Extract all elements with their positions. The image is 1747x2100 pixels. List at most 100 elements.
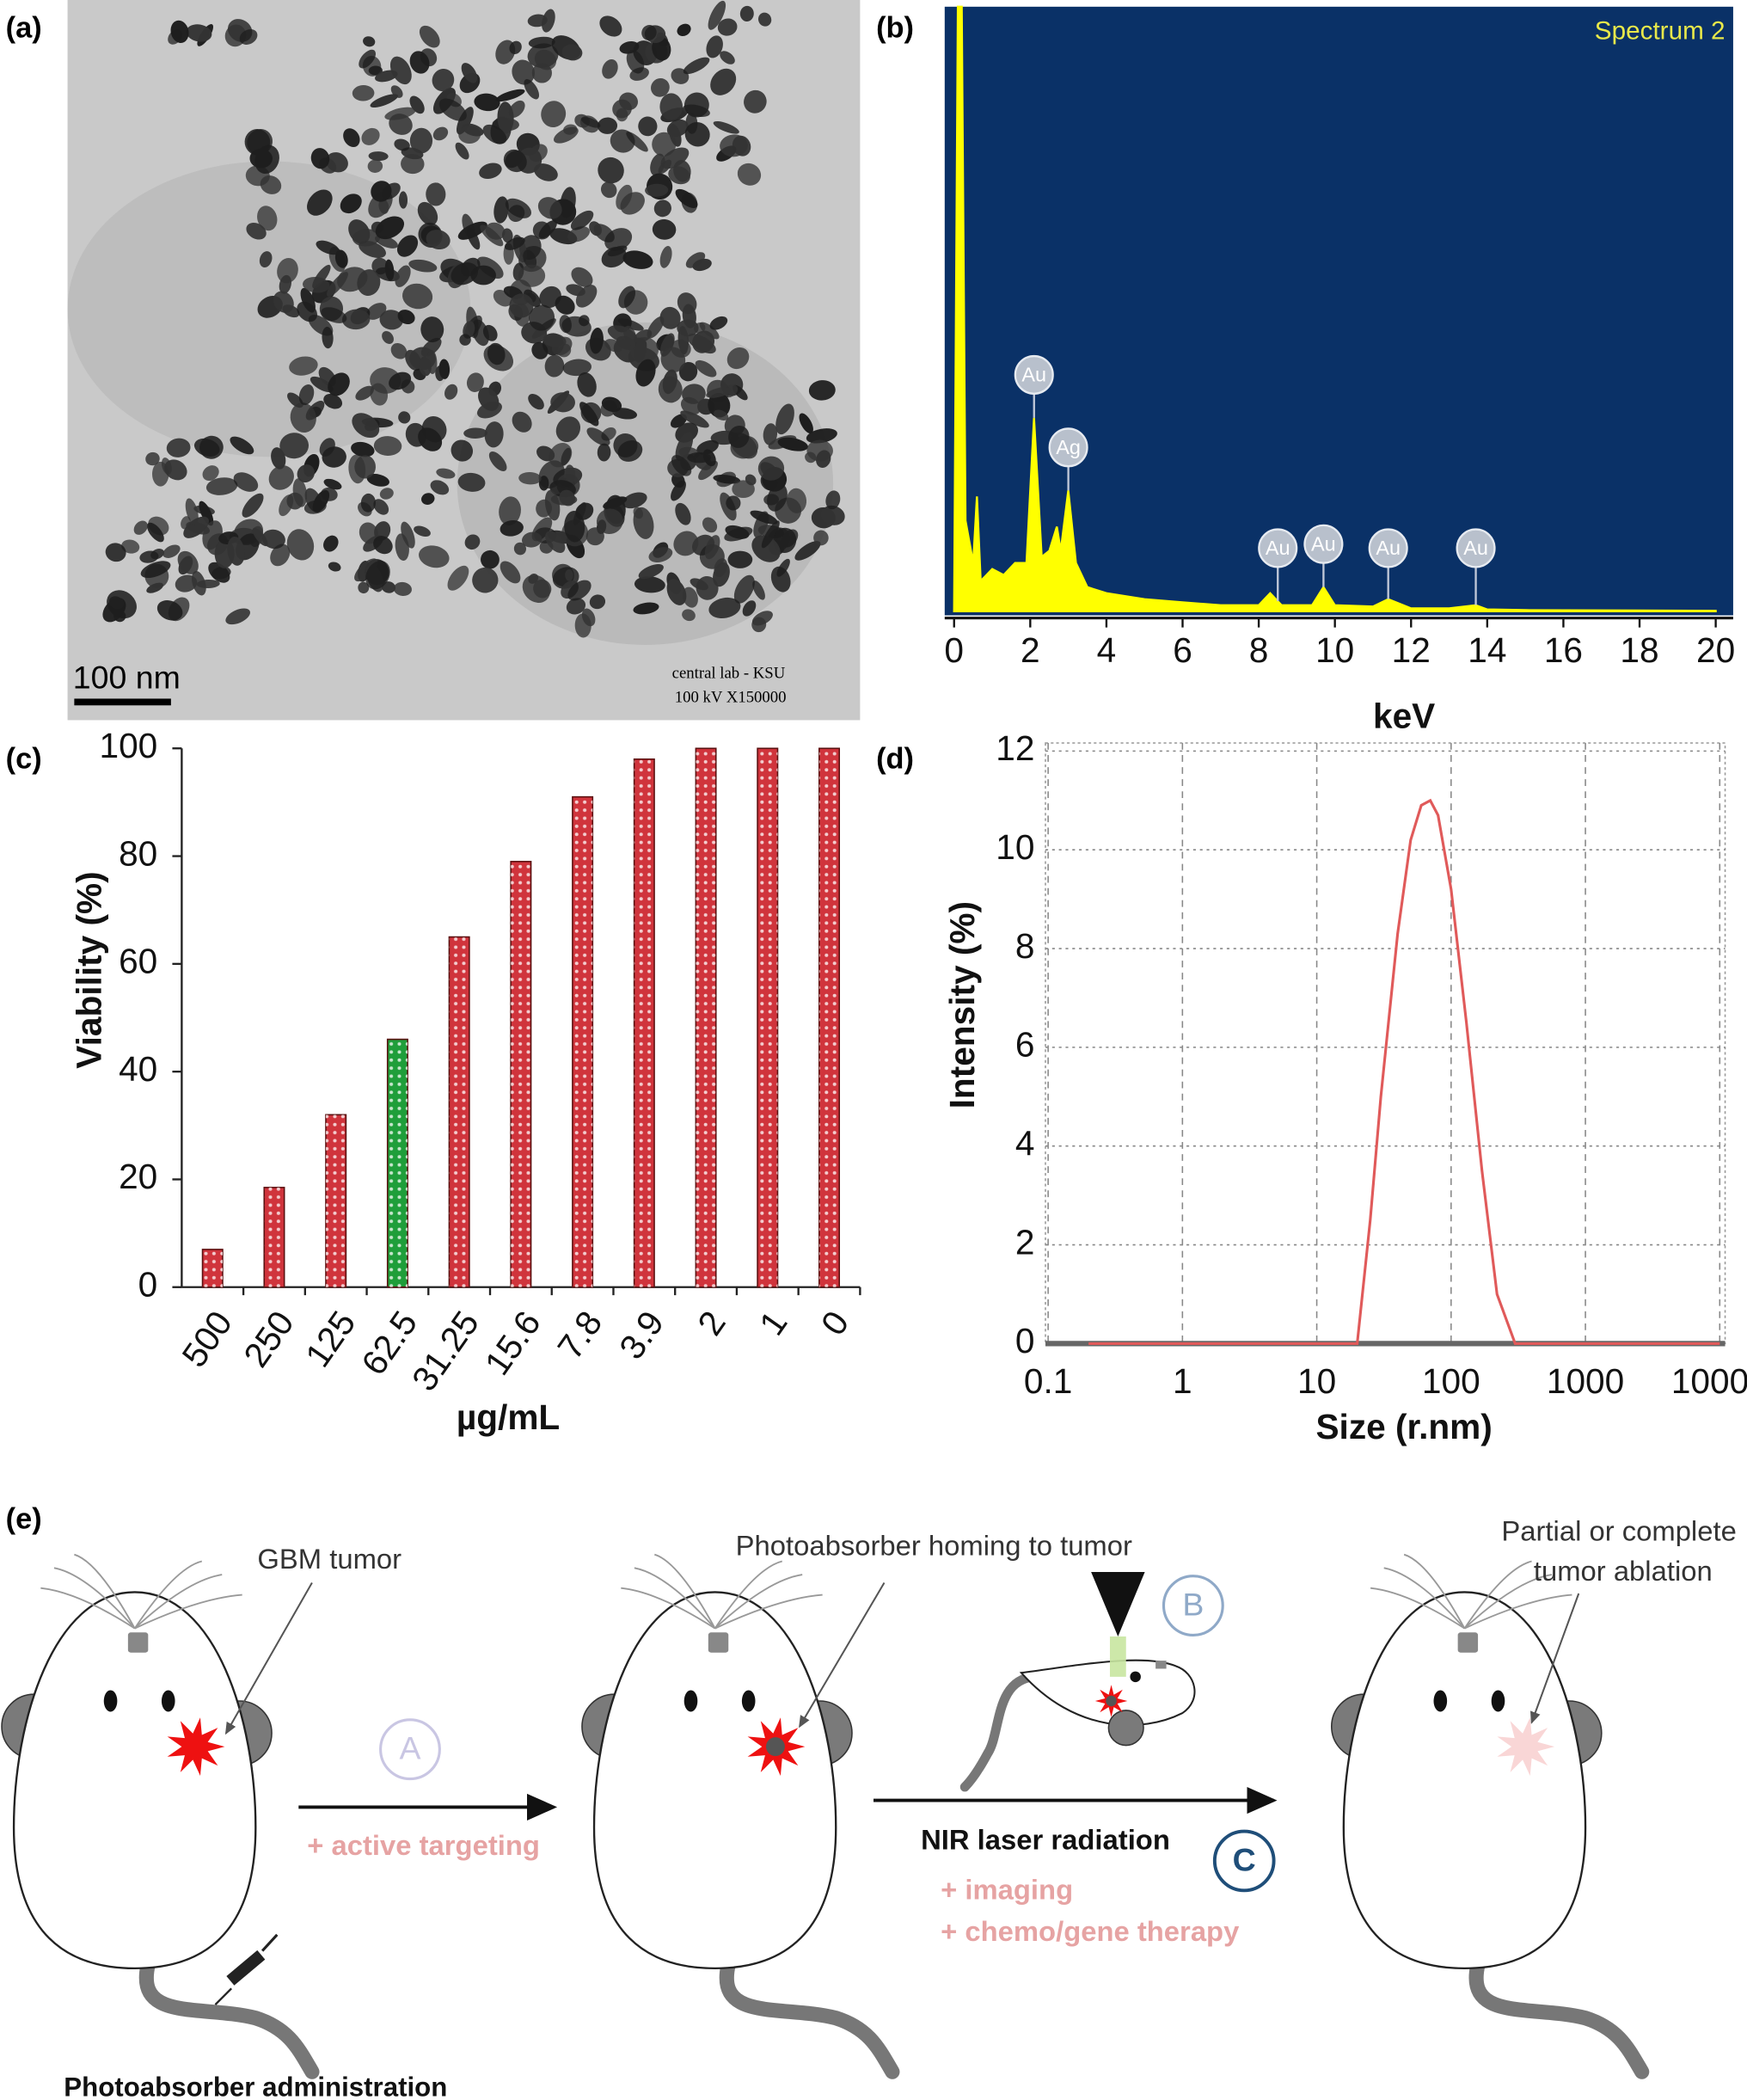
- x-tick-label: 12: [1392, 630, 1431, 670]
- particle: [580, 117, 601, 128]
- diagram-label: GBM tumor: [257, 1543, 402, 1575]
- note: + chemo/gene therapy: [941, 1915, 1240, 1947]
- particle: [365, 561, 390, 590]
- mouse-implant: [1457, 1632, 1479, 1653]
- particle: [659, 93, 683, 120]
- pointer: [1530, 1593, 1580, 1724]
- particle: [533, 579, 552, 599]
- whisker: [40, 1587, 136, 1630]
- x-tick-label: 1000: [1547, 1361, 1624, 1401]
- y-tick-label: 6: [1015, 1025, 1035, 1065]
- particle: [303, 276, 330, 293]
- particle: [389, 56, 412, 85]
- pointer: [799, 1581, 886, 1729]
- particle: [528, 393, 544, 410]
- y-tick-label: 4: [1015, 1123, 1035, 1163]
- particle: [690, 578, 708, 591]
- step-label: A: [399, 1730, 420, 1766]
- particle: [653, 200, 671, 218]
- particle: [399, 191, 408, 209]
- particle: [463, 427, 487, 439]
- particle: [562, 359, 592, 377]
- particle: [139, 550, 159, 563]
- particle: [147, 522, 164, 543]
- y-tick-label: 2: [1015, 1222, 1035, 1262]
- particle: [799, 413, 813, 434]
- particle: [518, 472, 542, 485]
- whisker: [133, 1560, 203, 1630]
- particle: [366, 303, 387, 320]
- particle: [566, 284, 585, 297]
- x-axis-title: Size (r.nm): [1315, 1407, 1492, 1446]
- particle: [290, 402, 316, 433]
- annotation-label: Au: [1021, 364, 1046, 386]
- mouse-eye: [1130, 1671, 1141, 1683]
- particle: [337, 267, 368, 292]
- particle: [432, 68, 455, 92]
- particle: [322, 326, 334, 349]
- particle: [323, 478, 342, 490]
- particle: [567, 580, 592, 601]
- particle: [660, 147, 690, 169]
- mouse-implant: [1155, 1661, 1167, 1669]
- x-tick-label: 1: [1173, 1361, 1192, 1401]
- particle: [359, 49, 376, 69]
- annotation-marker: [1048, 427, 1088, 468]
- particle: [328, 372, 350, 396]
- particle: [382, 182, 401, 200]
- particle: [438, 359, 451, 379]
- particle: [175, 574, 198, 593]
- particle: [549, 442, 573, 468]
- particle: [570, 210, 594, 230]
- x-tick-label: 1: [751, 1304, 795, 1342]
- particle: [479, 163, 502, 179]
- particle: [133, 520, 148, 535]
- particle: [577, 371, 597, 397]
- particle: [726, 495, 741, 511]
- particle: [307, 189, 333, 216]
- bar-texture: [264, 1187, 285, 1287]
- particle: [341, 309, 371, 330]
- particle: [720, 134, 748, 157]
- particle: [310, 148, 330, 169]
- particle: [488, 451, 507, 472]
- particle: [384, 259, 395, 281]
- particle: [571, 267, 593, 287]
- mouse-body: [1342, 1591, 1587, 1970]
- bar-texture: [696, 748, 716, 1287]
- x-tick-label: 16: [1544, 630, 1583, 670]
- particle: [693, 322, 706, 334]
- particle: [355, 385, 374, 401]
- whisker: [1403, 1553, 1466, 1630]
- particle: [170, 20, 189, 43]
- annotation-marker: [1258, 528, 1298, 568]
- particle: [713, 120, 739, 134]
- particle: [717, 18, 738, 36]
- particle: [461, 257, 481, 277]
- mouse-body: [1019, 1659, 1196, 1726]
- particle: [770, 566, 791, 593]
- particle: [359, 522, 378, 544]
- x-tick-label: 0: [944, 630, 964, 670]
- mouse-tail: [138, 1956, 320, 2079]
- particle: [761, 520, 780, 549]
- particle: [529, 304, 555, 331]
- particle: [500, 561, 521, 584]
- particle: [666, 579, 687, 605]
- x-tick-label: 0: [813, 1304, 857, 1342]
- particle: [602, 58, 618, 79]
- particle: [261, 529, 285, 550]
- whisker: [74, 1553, 136, 1630]
- particle: [534, 163, 558, 181]
- particle: [524, 79, 540, 100]
- particle: [547, 390, 570, 414]
- annotation-label: Au: [1266, 537, 1290, 559]
- particle: [390, 85, 403, 98]
- y-tick-label: 40: [119, 1049, 157, 1089]
- particle: [545, 531, 566, 553]
- x-axis-title: µg/mL: [457, 1397, 560, 1437]
- particle: [419, 356, 432, 377]
- x-tick-label: 10: [1297, 1361, 1336, 1401]
- particle: [444, 384, 458, 400]
- particle: [651, 78, 670, 97]
